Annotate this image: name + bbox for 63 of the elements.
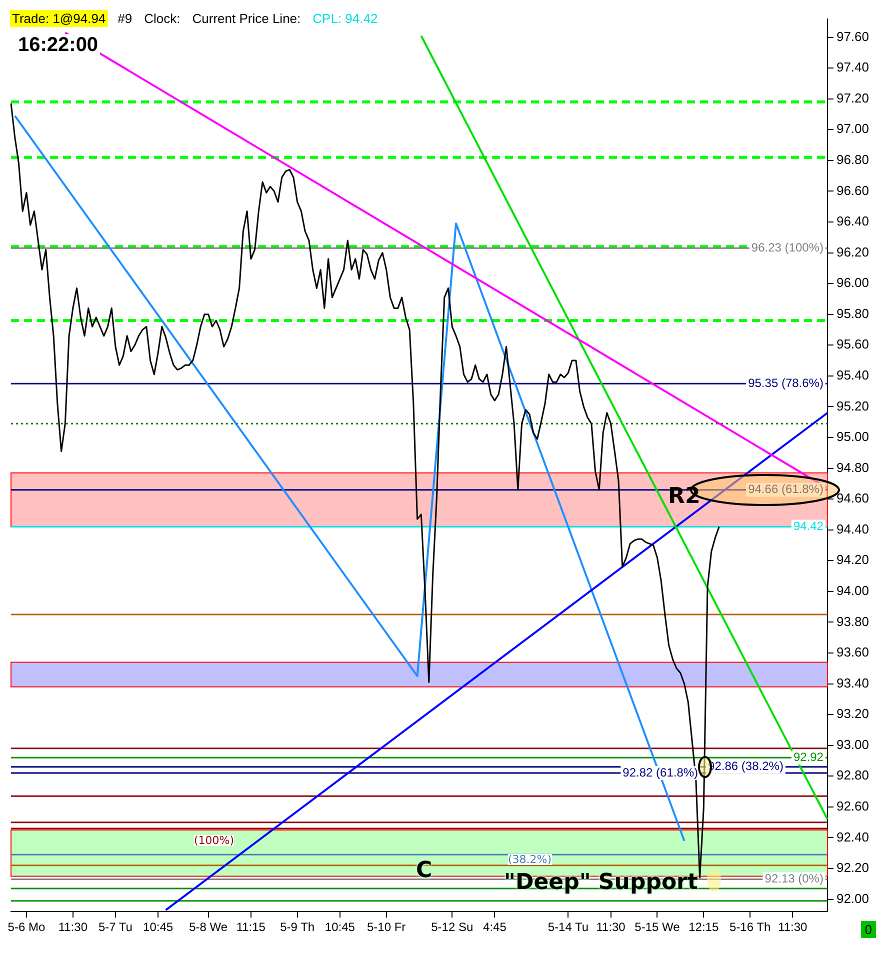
x-tick-label: 5-9 Th (280, 920, 315, 934)
y-tick-label: 92.80 (836, 768, 870, 783)
y-tick-label: 97.40 (836, 60, 870, 75)
x-tick-label: 5-7 Tu (98, 920, 132, 934)
annotation: CPL: 94.42 (312, 10, 379, 27)
x-tick-label: 11:30 (596, 920, 626, 934)
y-tick-label: 97.20 (836, 90, 870, 106)
annotation: R2 (668, 484, 700, 509)
x-tick-label: 5-14 Tu (548, 920, 589, 934)
y-tick-label: 94.00 (836, 583, 870, 598)
ref-line-label: 94.66 (61.8%) (748, 482, 824, 496)
y-tick-label: 96.20 (836, 244, 870, 260)
y-tick-label: 94.80 (836, 460, 870, 475)
x-tick-label: 10:45 (324, 920, 356, 934)
y-tick-label: 96.60 (836, 182, 870, 198)
x-tick-label: 12:15 (688, 920, 719, 934)
annotation: Trade: 1@94.94 (10, 10, 108, 27)
annotation: 16:22:00 (16, 34, 100, 57)
y-tick-label: 95.60 (836, 336, 870, 352)
y-tick-label: 94.20 (836, 552, 870, 568)
x-tick-label: 11:30 (58, 920, 88, 934)
x-tick-label: 10:45 (143, 920, 174, 934)
y-tick-label: 94.40 (836, 521, 870, 536)
y-tick-label: 92.40 (836, 829, 870, 844)
y-tick-label: 92.00 (836, 890, 870, 906)
annotation: Clock: (143, 10, 182, 27)
y-tick-label: 92.60 (836, 798, 870, 814)
text: 0 (860, 921, 876, 938)
y-tick-label: 96.40 (836, 214, 870, 229)
y-tick-label: 93.20 (836, 706, 870, 722)
annotation: #9 (116, 10, 134, 27)
y-tick-label: 95.00 (836, 429, 870, 444)
y-tick-label: 93.80 (836, 614, 870, 629)
y-tick-label: 96.00 (836, 275, 870, 290)
y-tick-label: 97.60 (836, 28, 870, 44)
y-tick-label: 92.20 (836, 860, 870, 876)
annotation: (38.2%) (508, 853, 552, 866)
ref-line-label: 92.13 (0%) (764, 872, 824, 886)
y-tick-label: 95.80 (836, 306, 870, 321)
x-tick-label: 5-12 Su (431, 920, 474, 934)
x-tick-label: 5-8 We (189, 920, 228, 934)
y-tick-label: 93.60 (836, 644, 870, 660)
ref-line-label: 95.35 (78.6%) (748, 376, 824, 390)
y-tick-label: 97.00 (836, 121, 870, 136)
x-tick-label: 11:30 (778, 920, 808, 934)
ref-line-label: 94.42 (793, 519, 824, 534)
y-tick-label: 93.00 (836, 736, 870, 752)
ref-line-label: 92.82 (61.8%) (622, 765, 698, 780)
y-tick-label: 93.40 (836, 675, 870, 690)
y-tick-label: 95.20 (836, 398, 870, 414)
x-tick-label: 11:15 (236, 920, 266, 934)
x-tick-label: 5-10 Fr (367, 920, 406, 934)
x-tick-label: 5-15 We (634, 920, 680, 934)
annotation: Current Price Line: (191, 10, 302, 27)
y-tick-label: 95.40 (836, 368, 870, 382)
annotation: (100%) (194, 834, 234, 847)
ref-line-label: 96.23 (100%) (751, 240, 824, 254)
y-tick-label: 94.60 (836, 490, 870, 506)
x-tick-label: 5-16 Th (730, 920, 771, 934)
x-tick-label: 5-6 Mo (8, 920, 46, 934)
y-tick-label: 96.80 (836, 152, 870, 167)
x-tick-label: 4:45 (483, 920, 507, 934)
ref-line-label: 92.92 (793, 750, 824, 764)
